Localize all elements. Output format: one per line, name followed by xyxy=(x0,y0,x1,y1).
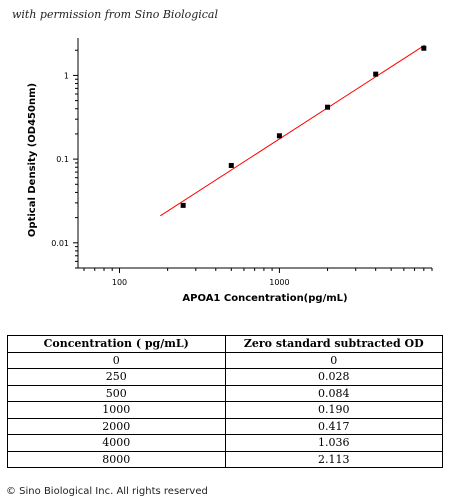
table-cell: 0.028 xyxy=(224,368,443,386)
table-cell: 500 xyxy=(7,384,226,402)
table-cell: 4000 xyxy=(7,434,226,452)
table-row: 4000 1.036 xyxy=(7,434,443,452)
table-cell: 0 xyxy=(7,351,226,369)
table-row: 500 0.084 xyxy=(7,384,443,402)
data-point xyxy=(276,133,282,139)
data-point xyxy=(228,162,234,168)
y-axis-label: Optical Density (OD450nm) xyxy=(27,82,38,238)
data-point xyxy=(421,45,427,51)
table-cell: 1000 xyxy=(7,401,226,419)
data-point xyxy=(373,71,379,77)
fit-line xyxy=(160,44,425,217)
table-cell: 1.036 xyxy=(224,434,443,452)
column-header-concentration: Concentration ( pg/mL) xyxy=(7,335,226,353)
table-cell: 0.190 xyxy=(224,401,443,419)
copyright-text: © Sino Biological Inc. All rights reserv… xyxy=(6,486,208,497)
table-row: 1000 0.190 xyxy=(7,401,443,419)
data-point xyxy=(325,104,331,110)
x-axis-label: APOA1 Concentration(pg/mL) xyxy=(182,293,348,304)
table-cell: 250 xyxy=(7,368,226,386)
standard-curve-chart: 100 1000 0.01 0.1 1 xyxy=(51,38,433,287)
y-tick-label: 0.1 xyxy=(56,155,69,164)
credit-text: with permission from Sino Biological xyxy=(12,8,219,21)
table-cell: 8000 xyxy=(7,450,226,468)
table-row: 2000 0.417 xyxy=(7,417,443,435)
table-cell: 0.417 xyxy=(224,417,443,435)
table-cell: 0 xyxy=(224,351,443,369)
standard-data-table: Concentration ( pg/mL) Zero standard sub… xyxy=(7,335,443,468)
table-row: 250 0.028 xyxy=(7,368,443,386)
y-tick-label: 1 xyxy=(64,71,69,80)
table-header-row: Concentration ( pg/mL) Zero standard sub… xyxy=(7,335,443,353)
x-tick-label: 100 xyxy=(112,278,127,287)
table-cell: 2.113 xyxy=(224,450,443,468)
table-row: 8000 2.113 xyxy=(7,450,443,468)
table-cell: 0.084 xyxy=(224,384,443,402)
x-tick-label: 1000 xyxy=(269,278,289,287)
column-header-od: Zero standard subtracted OD xyxy=(224,335,443,353)
table-cell: 2000 xyxy=(7,417,226,435)
data-point xyxy=(180,202,186,208)
y-tick-label: 0.01 xyxy=(51,239,69,248)
